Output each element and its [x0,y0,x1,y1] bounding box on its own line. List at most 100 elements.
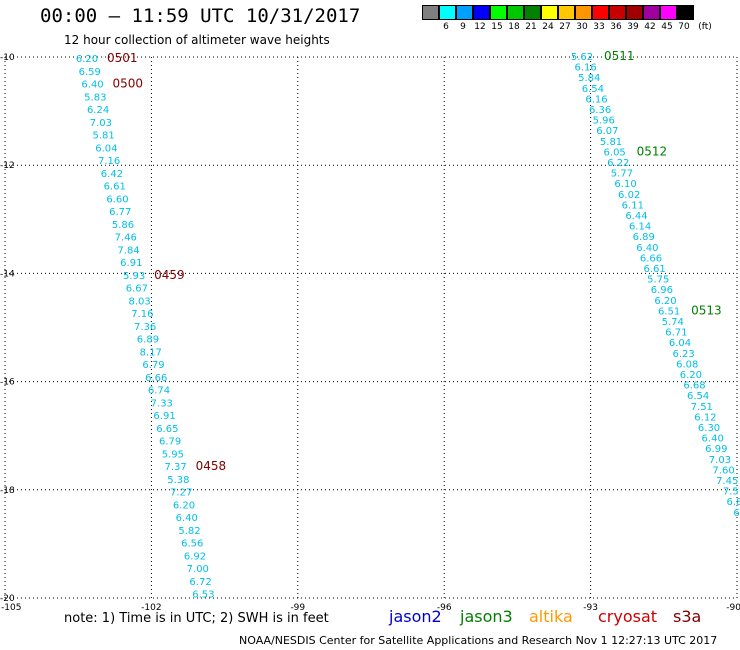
right-track-swh-value: 6.8 [727,497,740,508]
right-track-swh-value: 5.84 [578,73,600,84]
left-track-swh-value: 5.38 [167,475,189,486]
left-track-swh-value: 6.24 [87,105,109,116]
left-track-time-label: 0459 [154,268,185,282]
right-track-swh-value: 6.61 [643,264,665,275]
legend-jason3: jason3 [460,607,513,626]
colorbar-label: 15 [491,22,503,32]
left-track-swh-value: 7.46 [115,233,137,244]
colorbar-swatch [439,5,456,20]
left-track-time-label: 0501 [107,51,138,65]
left-track-swh-value: 6.72 [189,577,211,588]
colorbar-label: 42 [644,22,656,32]
colorbar-label: 70 [678,22,690,32]
left-track-swh-value: 6.40 [81,80,103,91]
colorbar-label: 45 [661,22,673,32]
left-track-swh-value: 7.16 [98,156,120,167]
units-note: note: 1) Time is in UTC; 2) SWH is in fe… [64,611,329,626]
right-track-swh-value: 5.74 [662,317,684,328]
right-track-swh-value: 5.62 [571,52,593,63]
colorbar-label: 24 [542,22,554,32]
right-track-swh-value: 7.60 [712,465,734,476]
right-track-swh-value: 6.89 [633,232,655,243]
right-track-swh-value: 6.10 [614,179,636,190]
right-track-swh-value: 6.96 [651,285,673,296]
longitude-tick-label: -99 [290,603,305,613]
left-track-swh-value: 6.92 [184,551,206,562]
latitude-tick-label: -18 [0,486,15,496]
left-track-swh-value: 7.27 [170,488,192,499]
right-track-swh-value: 6.71 [665,328,687,339]
left-track-swh-value: 6.91 [153,411,175,422]
longitude-tick-label: -102 [141,603,161,613]
colorbar-label: 12 [474,22,486,32]
left-track-swh-value: 6.59 [79,67,101,78]
left-track-swh-value: 5.81 [92,131,114,142]
colorbar-label: 36 [610,22,622,32]
right-track-swh-value: 6.40 [702,434,724,445]
right-track-swh-value: 6.07 [596,126,618,137]
left-track-swh-value: 5.95 [162,449,184,460]
right-track-swh-value: 5.96 [593,116,615,127]
right-track-swh-value: 6.22 [607,158,629,169]
colorbar-swatch [456,5,473,20]
right-track-swh-value: 6.40 [636,243,658,254]
left-track-swh-value: 6.74 [148,386,170,397]
colorbar-swatch [677,5,694,20]
left-track-swh-value: 6.79 [159,437,181,448]
right-track-swh-value: 7.45 [716,476,738,487]
colorbar-swatch [490,5,507,20]
right-track-swh-value: 6.16 [574,63,596,74]
right-track-swh-value: 6.02 [618,190,640,201]
left-track-swh-value: 7.33 [151,398,173,409]
left-track-swh-value: 7.00 [187,564,209,575]
left-track-swh-value: 6.20 [76,54,98,65]
left-track-swh-value: 6.89 [137,335,159,346]
left-track-swh-value: 8.03 [128,296,150,307]
left-track-time-label: 0458 [196,459,227,473]
colorbar-swatch [558,5,575,20]
page-title: 00:00 — 11:59 UTC 10/31/2017 [40,5,361,27]
latitude-tick-label: -20 [0,594,15,604]
right-track-swh-value: 7.51 [691,402,713,413]
left-track-swh-value: 6.79 [142,360,164,371]
right-track-swh-value: 5.81 [600,137,622,148]
latitude-tick-label: -16 [0,378,15,388]
credit-footer: NOAA/NESDIS Center for Satellite Applica… [239,634,718,647]
colorbar-label: 27 [559,22,571,32]
colorbar-swatch [626,5,643,20]
colorbar-label: 21 [525,22,537,32]
left-track-swh-value: 7.03 [90,118,112,129]
right-track-swh-value: 5.77 [611,169,633,180]
latitude-tick-label: -10 [0,53,15,63]
right-track-swh-value: 6.54 [687,391,709,402]
left-track-swh-value: 7.16 [131,309,153,320]
right-track-swh-value: 6.05 [604,147,626,158]
colorbar-swatch [524,5,541,20]
longitude-tick-label: -90 [726,603,740,613]
right-track-swh-value: 6.30 [698,423,720,434]
right-track-swh-value: 6.99 [705,444,727,455]
left-track-swh-value: 5.83 [84,92,106,103]
right-track-swh-value: 7.5 [723,487,739,498]
latitude-tick-label: -14 [0,269,15,279]
left-track-swh-value: 5.82 [178,526,200,537]
left-track-swh-value: 7.37 [165,462,187,473]
left-track-swh-value: 6.04 [95,143,117,154]
longitude-tick-label: -93 [583,603,598,613]
right-track-swh-value: 6.36 [589,105,611,116]
right-track-swh-value: 6.20 [680,370,702,381]
colorbar-swatch [422,5,439,20]
left-track-swh-value: 5.86 [112,220,134,231]
longitude-tick-label: -96 [437,603,452,613]
right-track-swh-value: 6.20 [654,296,676,307]
right-track-swh-value: 6.51 [658,306,680,317]
right-track-swh-value: 6.54 [582,84,604,95]
right-track-swh-value: 6.08 [676,359,698,370]
right-track-swh-value: 6. [733,508,740,519]
colorbar-swatch [592,5,609,20]
left-track-swh-value: 6.77 [109,207,131,218]
page-subtitle: 12 hour collection of altimeter wave hei… [64,33,330,47]
left-track-swh-value: 6.67 [126,284,148,295]
colorbar-label: 18 [508,22,520,32]
legend-cryosat: cryosat [598,607,658,626]
